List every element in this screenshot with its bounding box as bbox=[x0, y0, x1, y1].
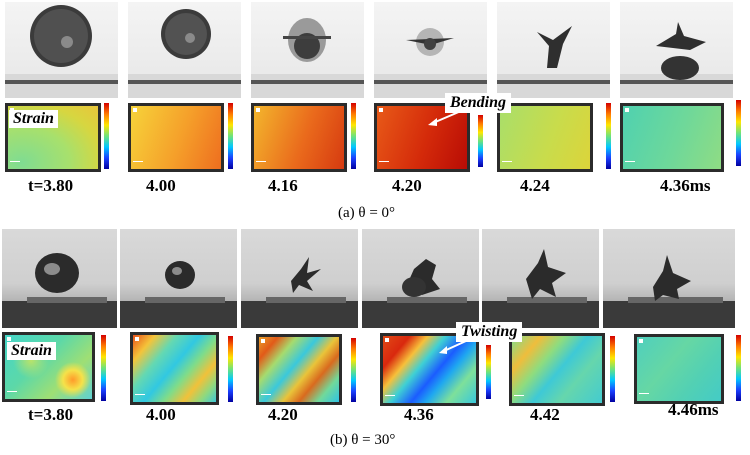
strain-map-a3 bbox=[251, 103, 347, 172]
strain-map-b4 bbox=[380, 333, 479, 406]
strain-map-b6 bbox=[634, 334, 724, 404]
colorbar-a2 bbox=[228, 103, 233, 169]
impact-photo-b5 bbox=[482, 229, 599, 328]
time-label-b6: 4.46ms bbox=[668, 400, 719, 419]
callout-arrow-icon bbox=[428, 110, 462, 126]
strain-map-b3 bbox=[256, 334, 342, 405]
colorbar-b1 bbox=[101, 335, 106, 401]
colorbar-a4 bbox=[478, 115, 483, 167]
colorbar-b4 bbox=[486, 345, 491, 399]
colorbar-a1 bbox=[104, 103, 109, 169]
caption-a: (a) θ = 0° bbox=[338, 205, 396, 221]
time-label-a2: 4.00 bbox=[146, 176, 176, 195]
time-label-b4: 4.36 bbox=[404, 405, 434, 424]
callout-bending: Bending bbox=[445, 93, 512, 113]
colorbar-a6 bbox=[736, 100, 741, 166]
time-label-b3: 4.20 bbox=[268, 405, 298, 424]
impact-photo-a6 bbox=[620, 2, 733, 98]
impact-photo-b6 bbox=[603, 229, 735, 328]
time-label-b2: 4.00 bbox=[146, 405, 176, 424]
strain-map-a6 bbox=[620, 103, 724, 172]
strain-map-a2 bbox=[128, 103, 224, 172]
impact-photo-b1 bbox=[2, 229, 117, 328]
strain-map-a5 bbox=[497, 103, 593, 172]
colorbar-a3 bbox=[351, 103, 356, 169]
callout-twisting: Twisting bbox=[456, 322, 523, 342]
impact-photo-b2 bbox=[120, 229, 237, 328]
time-label-b5: 4.42 bbox=[530, 405, 560, 424]
impact-photo-a2 bbox=[128, 2, 241, 98]
impact-photo-a3 bbox=[251, 2, 364, 98]
impact-photo-a1 bbox=[5, 2, 118, 98]
time-label-a4: 4.20 bbox=[392, 176, 422, 195]
time-label-b1: t=3.80 bbox=[28, 405, 74, 424]
strain-map-b2 bbox=[130, 332, 219, 405]
colorbar-b6 bbox=[736, 335, 741, 401]
colorbar-a5 bbox=[606, 103, 611, 169]
impact-photo-b3 bbox=[241, 229, 358, 328]
time-label-a5: 4.24 bbox=[520, 176, 550, 195]
impact-photo-a4 bbox=[374, 2, 487, 98]
strain-label-b: Strain bbox=[7, 342, 56, 360]
time-label-a6: 4.36ms bbox=[660, 176, 711, 195]
time-label-a1: t=3.80 bbox=[28, 176, 74, 195]
callout-arrow-icon bbox=[439, 340, 467, 354]
colorbar-b2 bbox=[228, 336, 233, 402]
caption-b: (b) θ = 30° bbox=[330, 432, 396, 448]
strain-map-b5 bbox=[509, 333, 605, 406]
time-label-a3: 4.16 bbox=[268, 176, 298, 195]
colorbar-b3 bbox=[351, 338, 356, 402]
impact-photo-a5 bbox=[497, 2, 610, 98]
impact-photo-b4 bbox=[362, 229, 479, 328]
colorbar-b5 bbox=[610, 336, 615, 402]
strain-label-a: Strain bbox=[9, 110, 58, 128]
